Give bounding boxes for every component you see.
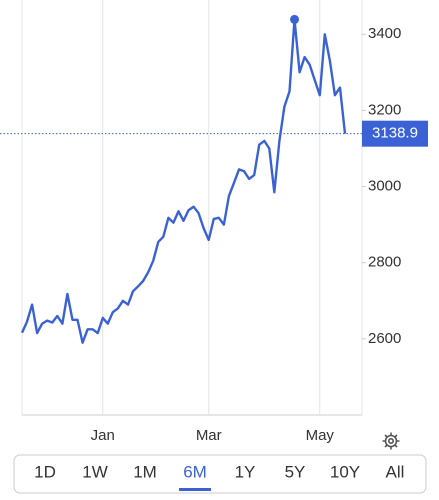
price-line — [20, 18, 347, 344]
range-button[interactable]: 1W — [82, 462, 108, 481]
y-tick-label: 2800 — [368, 254, 401, 271]
range-button[interactable]: 10Y — [330, 462, 360, 481]
last-value-label: 3138.9 — [372, 125, 418, 142]
range-button[interactable]: 1D — [34, 462, 56, 481]
settings-icon[interactable] — [382, 432, 400, 450]
range-button[interactable]: 1Y — [235, 462, 256, 481]
y-tick-label: 2600 — [368, 330, 401, 347]
range-button[interactable]: 6M — [183, 462, 207, 481]
x-tick-label: Mar — [196, 427, 222, 444]
range-button[interactable]: All — [386, 462, 405, 481]
x-tick-label: Jan — [91, 427, 115, 444]
y-tick-label: 3000 — [368, 178, 401, 195]
range-button[interactable]: 5Y — [285, 462, 306, 481]
last-value-badge — [362, 120, 428, 147]
selected-underline — [179, 488, 211, 491]
max-marker — [290, 14, 300, 24]
range-button[interactable]: 1M — [133, 462, 157, 481]
x-tick-label: May — [306, 427, 335, 444]
y-tick-label: 3400 — [368, 25, 401, 42]
y-tick-label: 3200 — [368, 101, 401, 118]
range-bar — [13, 454, 427, 494]
